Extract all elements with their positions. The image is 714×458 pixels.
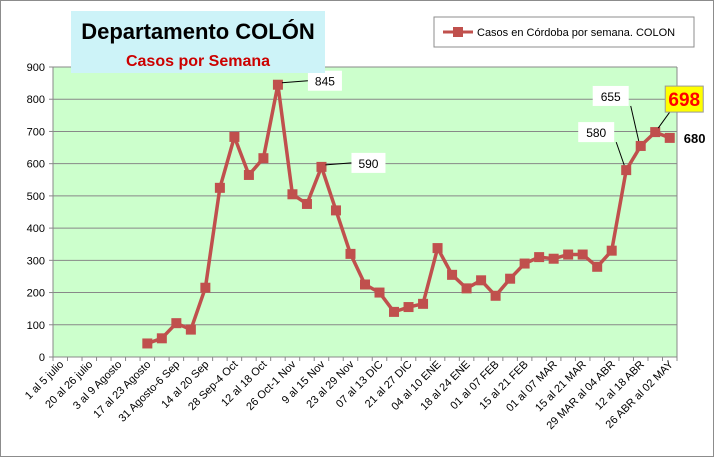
data-point — [345, 248, 356, 259]
data-point — [360, 279, 370, 290]
data-point — [461, 283, 472, 294]
plot-area — [53, 67, 677, 357]
data-point — [272, 79, 283, 90]
data-label-box — [307, 70, 342, 91]
data-point — [330, 205, 341, 216]
data-point — [185, 324, 196, 335]
y-tick-label: 700 — [27, 126, 45, 138]
data-point — [156, 333, 167, 344]
data-point — [519, 258, 530, 269]
data-point — [287, 189, 298, 200]
data-point — [505, 273, 516, 284]
data-point — [171, 318, 182, 329]
data-point — [490, 290, 501, 301]
y-tick-label: 900 — [27, 62, 45, 74]
y-tick-label: 100 — [27, 320, 45, 332]
data-label-box — [592, 85, 629, 106]
data-point — [432, 243, 443, 254]
data-point — [476, 275, 487, 286]
data-label-leader — [615, 141, 625, 166]
data-label-leader — [657, 109, 672, 129]
data-point — [142, 338, 153, 349]
data-point — [563, 249, 574, 260]
data-point — [548, 253, 559, 264]
data-point — [635, 140, 646, 151]
data-point — [243, 169, 254, 180]
data-label-leader — [325, 162, 352, 166]
axes — [52, 66, 678, 361]
data-point — [374, 287, 385, 298]
data-label: 845 — [315, 75, 335, 89]
data-point — [389, 306, 400, 317]
data-point — [447, 269, 458, 280]
series-markers — [142, 79, 675, 349]
data-point — [606, 245, 617, 256]
data-label-box — [578, 122, 615, 143]
y-tick-label: 800 — [27, 94, 45, 106]
data-point — [229, 131, 240, 142]
data-point — [214, 182, 225, 193]
data-point — [418, 298, 429, 309]
y-tick-label: 600 — [27, 159, 45, 171]
data-label: 580 — [586, 126, 606, 140]
data-point — [650, 127, 661, 138]
data-label-leader — [281, 80, 308, 84]
data-point — [592, 261, 603, 272]
data-point — [316, 161, 327, 172]
chart-subtitle: Casos por Semana — [126, 53, 270, 70]
data-label: 590 — [358, 157, 378, 171]
title-box: Departamento COLÓN Casos por Semana — [71, 11, 325, 73]
data-label-leader — [630, 105, 640, 142]
data-point — [200, 282, 211, 293]
data-point — [577, 249, 588, 260]
data-label-box — [351, 152, 386, 173]
data-point — [258, 153, 269, 164]
legend: Casos en Córdoba por semana. COLON — [433, 16, 695, 48]
data-point — [403, 302, 414, 313]
legend-label: Casos en Córdoba por semana. COLON — [477, 27, 675, 39]
data-label-box — [664, 85, 704, 113]
y-tick-label: 300 — [27, 255, 45, 267]
data-point — [301, 198, 312, 209]
y-tick-label: 200 — [27, 288, 45, 300]
data-labels: 845 590 580 655 698 680 — [281, 70, 706, 173]
data-point — [621, 165, 632, 176]
data-label: 680 — [684, 131, 706, 146]
data-label: 655 — [601, 90, 621, 104]
legend-swatch-marker — [453, 27, 463, 37]
y-tick-label: 0 — [39, 352, 45, 364]
data-point — [664, 132, 675, 143]
y-tick-labels: 0 100 200 300 400 500 600 700 800 900 — [27, 62, 45, 364]
y-tick-label: 500 — [27, 191, 45, 203]
y-tick-label: 400 — [27, 223, 45, 235]
data-label: 698 — [668, 90, 700, 111]
data-point — [534, 252, 545, 263]
chart-title: Departamento COLÓN — [81, 19, 314, 44]
